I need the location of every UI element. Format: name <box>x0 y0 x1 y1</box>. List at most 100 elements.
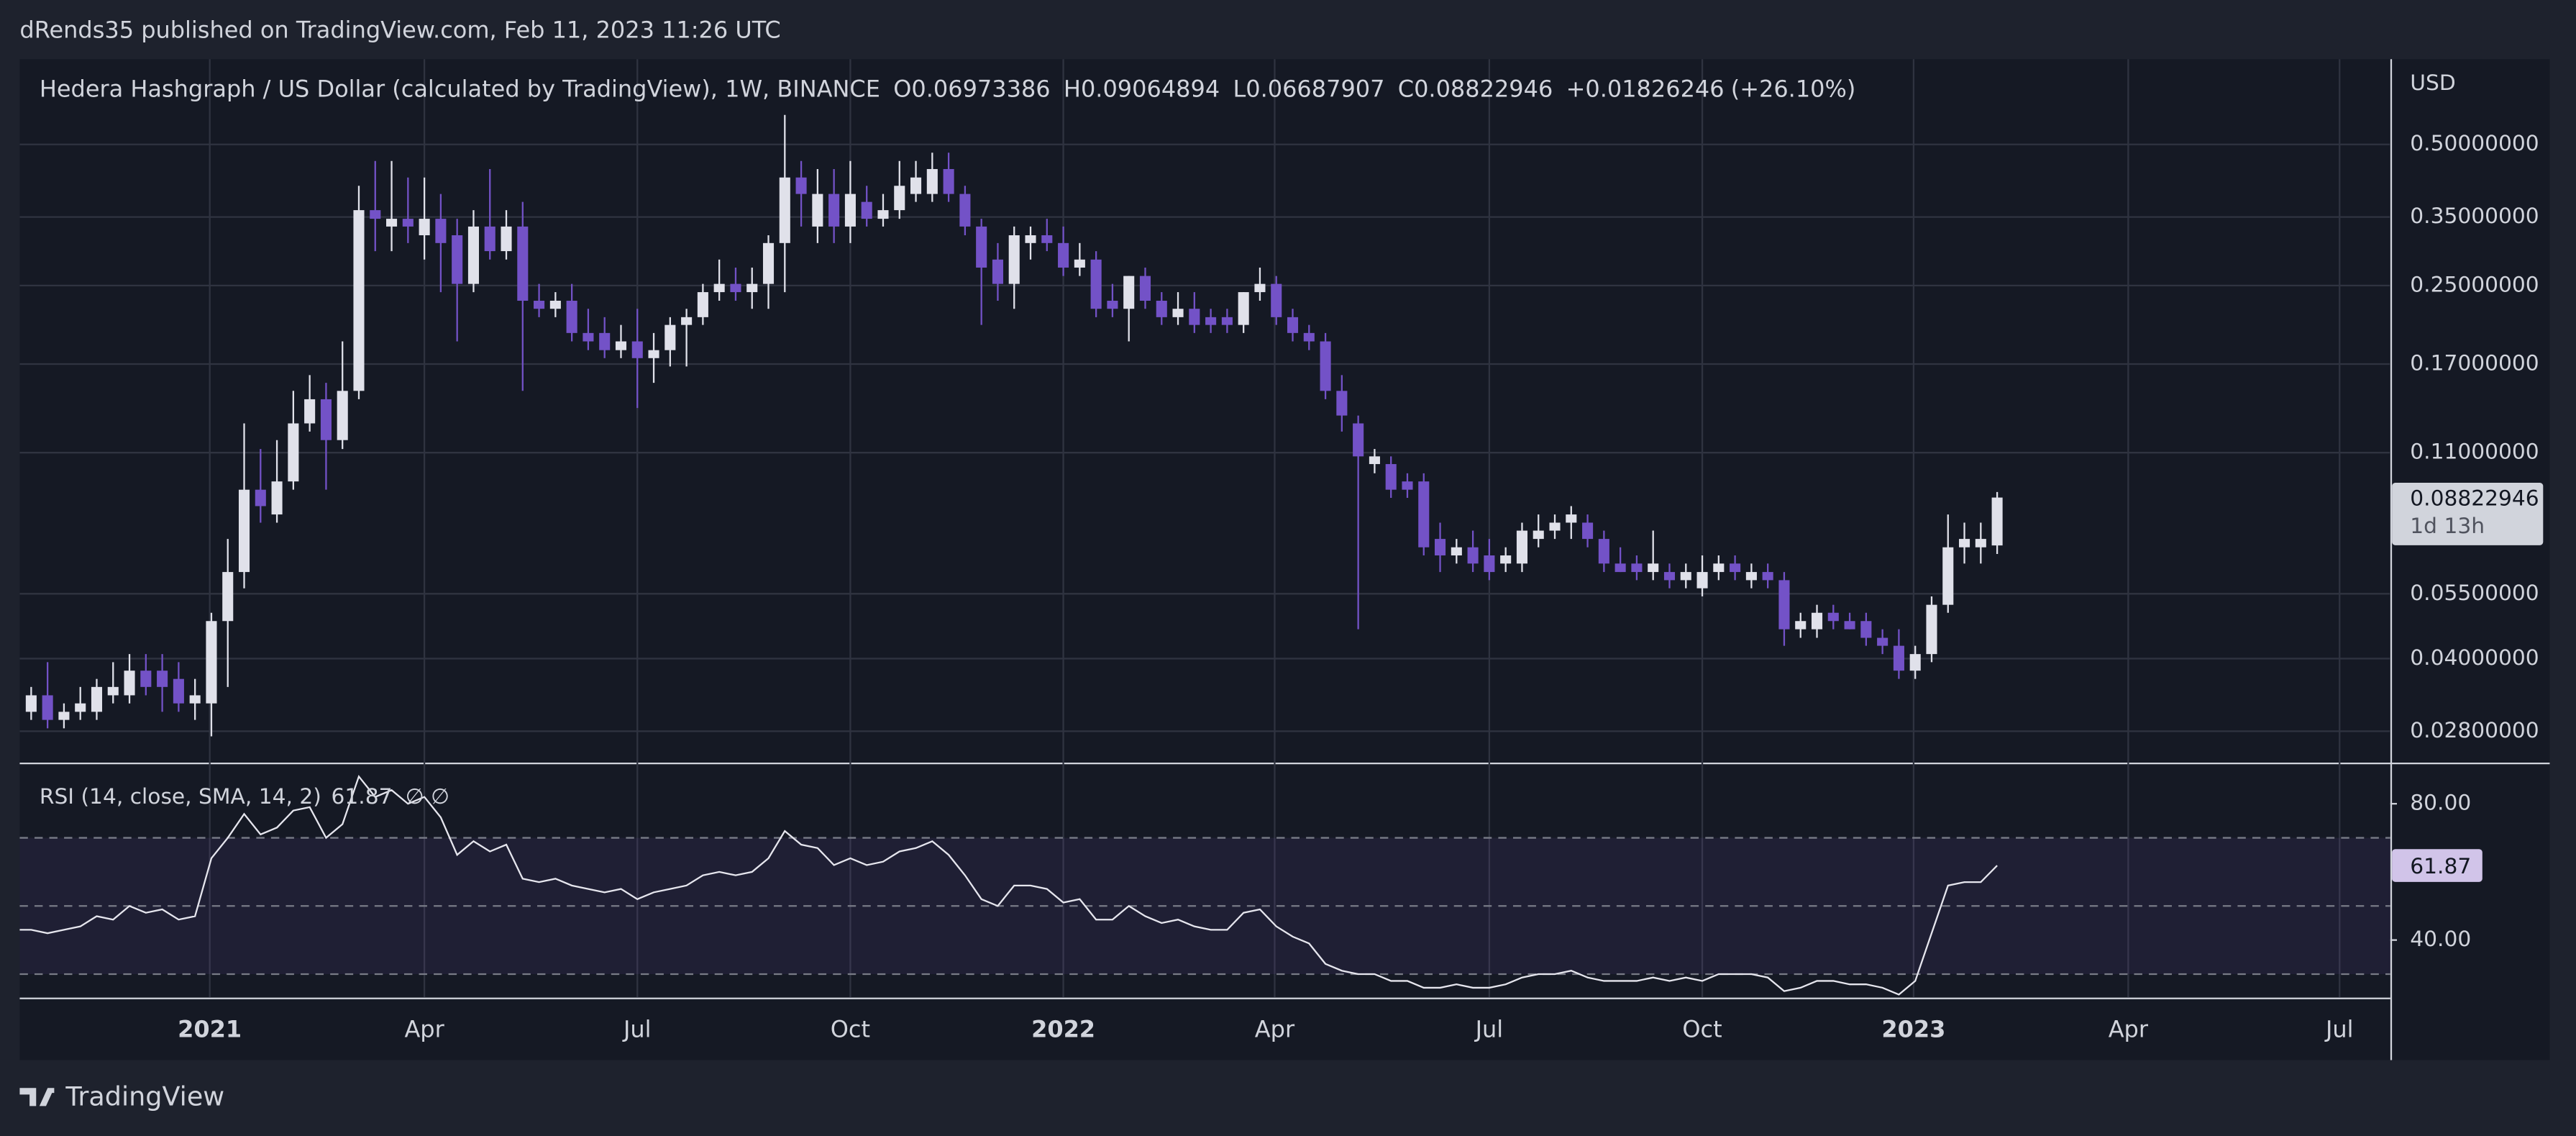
candle-body <box>1827 612 1839 622</box>
x-tick-label: Jul <box>1474 1015 1504 1042</box>
candle-body <box>1287 317 1299 333</box>
candle-body <box>386 219 398 227</box>
candle-body <box>206 621 217 704</box>
bar-countdown: 1d 13h <box>2410 514 2485 539</box>
candle-body <box>1991 497 2003 546</box>
candle-body <box>812 194 823 227</box>
candle-body <box>1696 572 1708 589</box>
candle-body <box>435 219 447 243</box>
published-line: dRends35 published on TradingView.com, F… <box>19 16 780 43</box>
y-tick-label: 0.50000000 <box>2410 131 2539 156</box>
candle-body <box>1877 637 1888 646</box>
x-tick-label: Oct <box>1682 1015 1722 1042</box>
candle-body <box>549 301 561 309</box>
candle-body <box>762 242 775 284</box>
candle-body <box>1271 283 1282 317</box>
candle-body <box>140 671 152 687</box>
candle-body <box>664 324 676 350</box>
candle-body <box>795 177 807 194</box>
legend-part: Hedera Hashgraph / US Dollar (calculated… <box>40 76 880 103</box>
candle-body <box>484 226 495 252</box>
candle-body <box>271 481 283 515</box>
legend-part: 0.08822946 <box>1414 76 1553 103</box>
candle-body <box>1139 276 1151 301</box>
last-price-tag <box>2392 483 2544 545</box>
candle-body <box>1353 423 1364 457</box>
currency-label: USD <box>2410 71 2455 96</box>
candle-body <box>75 703 86 712</box>
y-tick-label: 0.04000000 <box>2410 645 2539 671</box>
candle-body <box>467 226 479 284</box>
candle-body <box>1959 539 1970 547</box>
x-tick-label: Oct <box>831 1015 870 1042</box>
candle-body <box>1893 645 1904 671</box>
rsi-current: 61.87 <box>332 783 393 809</box>
candle-body <box>1745 572 1757 581</box>
candle-body <box>419 219 430 236</box>
candle-body <box>583 332 594 342</box>
candle-body <box>1238 292 1249 325</box>
candle-body <box>877 210 889 219</box>
candle-body <box>746 283 758 293</box>
candle-body <box>1730 563 1741 573</box>
candle-body <box>288 423 299 482</box>
candle-body <box>1123 276 1135 309</box>
legend-part: H <box>1064 76 1081 103</box>
candle-body <box>779 177 790 243</box>
x-tick-label: Apr <box>2109 1015 2149 1042</box>
candle-body <box>1680 572 1691 581</box>
candle-body <box>534 301 545 309</box>
candle-body <box>1549 522 1561 531</box>
rsi-header: RSI (14, close, SMA, 14, 2) 61.87 ∅ ∅ <box>40 783 449 809</box>
candle-body <box>157 671 168 687</box>
candle-body <box>1795 621 1807 630</box>
candle-body <box>648 350 659 358</box>
candle-body <box>844 194 856 227</box>
y-tick-label: 0.35000000 <box>2410 204 2539 229</box>
candle-body <box>1663 572 1676 581</box>
candle-body <box>992 259 1003 284</box>
candle-body <box>1418 481 1430 547</box>
candle-body <box>337 391 348 440</box>
legend-part: O <box>893 76 911 103</box>
candle-body <box>976 226 987 268</box>
candle-body <box>1385 464 1397 490</box>
y-tick-label: 0.02800000 <box>2410 718 2539 743</box>
candle-body <box>1107 301 1118 309</box>
candle-body <box>402 219 414 227</box>
candle-body <box>501 226 512 252</box>
brand-name: TradingView <box>65 1081 224 1112</box>
candle-body <box>1566 514 1577 523</box>
legend-part: +0.01826246 <box>1566 76 1725 103</box>
candle-body <box>861 201 872 219</box>
rsi-tick-label: 80.00 <box>2410 791 2471 816</box>
candle-body <box>517 226 529 301</box>
logo-icon <box>19 1088 55 1107</box>
candle-body <box>959 194 971 227</box>
candle-body <box>1533 530 1544 540</box>
candle-body <box>615 341 627 350</box>
y-tick-label: 0.17000000 <box>2410 350 2539 376</box>
brand-logo: TradingView <box>19 1081 224 1112</box>
candle-body <box>42 695 53 720</box>
x-tick-label: 2022 <box>1031 1015 1095 1042</box>
candle-body <box>1844 621 1855 630</box>
candle-body <box>1598 539 1609 564</box>
candle-body <box>238 489 250 573</box>
candle-body <box>1369 456 1380 465</box>
candle-body <box>599 332 611 350</box>
candle-body <box>222 572 234 622</box>
marks <box>19 114 2003 996</box>
legend-part: 0.09064894 <box>1081 76 1220 103</box>
candle-body <box>370 210 381 219</box>
candle-body <box>1025 235 1036 243</box>
rsi-title: RSI (14, close, SMA, 14, 2) <box>40 783 321 809</box>
candle-body <box>1172 309 1184 317</box>
candle-body <box>631 341 643 358</box>
y-tick-label: 0.11000000 <box>2410 440 2539 465</box>
candle-body <box>1336 391 1348 416</box>
candle-body <box>1205 317 1217 325</box>
rsi-value-tag <box>2392 849 2483 882</box>
legend-header: Hedera Hashgraph / US Dollar (calculated… <box>40 76 1856 103</box>
